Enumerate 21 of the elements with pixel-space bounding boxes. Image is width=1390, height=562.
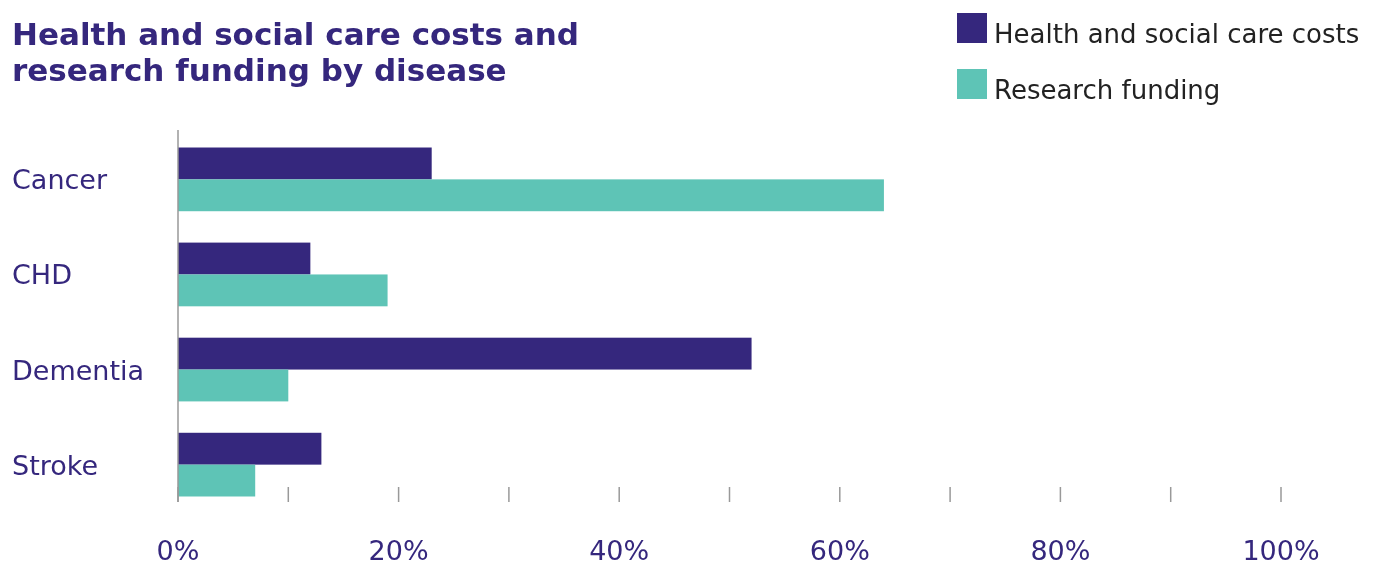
x-tick-label: 0% xyxy=(156,535,200,562)
bar xyxy=(178,432,322,465)
y-tick-label: CHD xyxy=(12,259,72,291)
bar xyxy=(178,337,752,370)
y-tick-label: Stroke xyxy=(12,449,99,481)
x-tick-label: 20% xyxy=(368,535,429,562)
legend-label: Health and social care costs xyxy=(994,19,1360,49)
bar xyxy=(178,369,289,402)
chart-title: Health and social care costs and research funding by disease xyxy=(12,16,580,88)
y-tick-label: Dementia xyxy=(12,354,145,386)
bar xyxy=(178,464,256,497)
bar xyxy=(178,274,388,307)
bar xyxy=(178,147,432,180)
bar xyxy=(178,242,311,275)
x-tick-label: 40% xyxy=(589,535,650,562)
legend-label: Research funding xyxy=(994,75,1221,105)
y-tick-label: Cancer xyxy=(12,164,108,196)
x-tick-label: 80% xyxy=(1030,535,1091,562)
x-tick-label: 60% xyxy=(809,535,870,562)
bar xyxy=(178,179,884,212)
x-tick-label: 100% xyxy=(1242,535,1320,562)
